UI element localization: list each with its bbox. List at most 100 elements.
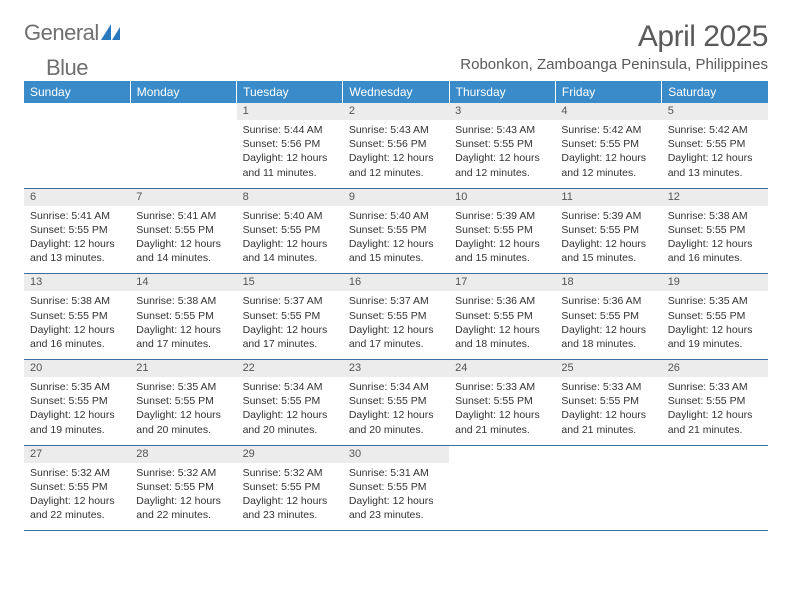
- day-number-cell: 26: [662, 360, 768, 378]
- day-info-cell: Sunrise: 5:37 AMSunset: 5:55 PMDaylight:…: [237, 291, 343, 359]
- day-info: Sunrise: 5:43 AMSunset: 5:55 PMDaylight:…: [449, 120, 555, 188]
- day-info-cell: Sunrise: 5:35 AMSunset: 5:55 PMDaylight:…: [24, 377, 130, 445]
- page-title: April 2025: [638, 20, 768, 54]
- day-info: Sunrise: 5:31 AMSunset: 5:55 PMDaylight:…: [343, 463, 449, 531]
- day-number-cell: 23: [343, 360, 449, 378]
- week-daynum-row: 13141516171819: [24, 274, 768, 292]
- day-number: 9: [343, 189, 449, 206]
- day-number-cell: 6: [24, 188, 130, 206]
- week-daynum-row: 27282930: [24, 445, 768, 463]
- day-number: [24, 103, 130, 120]
- day-number: 15: [237, 274, 343, 291]
- day-info: Sunrise: 5:42 AMSunset: 5:55 PMDaylight:…: [662, 120, 768, 188]
- day-info: Sunrise: 5:41 AMSunset: 5:55 PMDaylight:…: [24, 206, 130, 274]
- day-info-cell: Sunrise: 5:33 AMSunset: 5:55 PMDaylight:…: [449, 377, 555, 445]
- day-info-cell: Sunrise: 5:44 AMSunset: 5:56 PMDaylight:…: [237, 120, 343, 188]
- day-info-cell: Sunrise: 5:39 AMSunset: 5:55 PMDaylight:…: [449, 206, 555, 274]
- week-info-row: Sunrise: 5:44 AMSunset: 5:56 PMDaylight:…: [24, 120, 768, 188]
- weekday-header: Saturday: [662, 81, 768, 103]
- day-number-cell: 8: [237, 188, 343, 206]
- day-number: 3: [449, 103, 555, 120]
- day-info-cell: Sunrise: 5:32 AMSunset: 5:55 PMDaylight:…: [24, 463, 130, 531]
- day-number: 21: [130, 360, 236, 377]
- day-info: Sunrise: 5:33 AMSunset: 5:55 PMDaylight:…: [662, 377, 768, 445]
- location-subtitle: Robonkon, Zamboanga Peninsula, Philippin…: [460, 56, 768, 73]
- day-info-cell: [130, 120, 236, 188]
- week-info-row: Sunrise: 5:38 AMSunset: 5:55 PMDaylight:…: [24, 291, 768, 359]
- day-info: Sunrise: 5:39 AMSunset: 5:55 PMDaylight:…: [449, 206, 555, 274]
- day-number-cell: 1: [237, 103, 343, 120]
- day-number-cell: 24: [449, 360, 555, 378]
- brand-logo: General: [24, 20, 121, 46]
- day-number-cell: [662, 445, 768, 463]
- day-number-cell: 28: [130, 445, 236, 463]
- day-number-cell: 27: [24, 445, 130, 463]
- day-number: 28: [130, 446, 236, 463]
- day-number: 13: [24, 274, 130, 291]
- weekday-header: Monday: [130, 81, 236, 103]
- weekday-header: Wednesday: [343, 81, 449, 103]
- day-info-cell: Sunrise: 5:43 AMSunset: 5:56 PMDaylight:…: [343, 120, 449, 188]
- day-info-cell: Sunrise: 5:35 AMSunset: 5:55 PMDaylight:…: [662, 291, 768, 359]
- week-info-row: Sunrise: 5:35 AMSunset: 5:55 PMDaylight:…: [24, 377, 768, 445]
- day-number: [449, 446, 555, 463]
- day-info: [662, 463, 768, 527]
- week-info-row: Sunrise: 5:32 AMSunset: 5:55 PMDaylight:…: [24, 463, 768, 531]
- day-info-cell: Sunrise: 5:41 AMSunset: 5:55 PMDaylight:…: [24, 206, 130, 274]
- day-info-cell: [662, 463, 768, 531]
- day-info: Sunrise: 5:36 AMSunset: 5:55 PMDaylight:…: [555, 291, 661, 359]
- day-info: Sunrise: 5:34 AMSunset: 5:55 PMDaylight:…: [237, 377, 343, 445]
- day-number-cell: 3: [449, 103, 555, 120]
- day-number-cell: 21: [130, 360, 236, 378]
- calendar-table: SundayMondayTuesdayWednesdayThursdayFrid…: [24, 81, 768, 531]
- day-info: Sunrise: 5:37 AMSunset: 5:55 PMDaylight:…: [343, 291, 449, 359]
- day-info-cell: [555, 463, 661, 531]
- day-info-cell: Sunrise: 5:37 AMSunset: 5:55 PMDaylight:…: [343, 291, 449, 359]
- day-number-cell: 29: [237, 445, 343, 463]
- day-info: Sunrise: 5:39 AMSunset: 5:55 PMDaylight:…: [555, 206, 661, 274]
- day-info: Sunrise: 5:44 AMSunset: 5:56 PMDaylight:…: [237, 120, 343, 188]
- day-info-cell: Sunrise: 5:36 AMSunset: 5:55 PMDaylight:…: [555, 291, 661, 359]
- day-info: [449, 463, 555, 527]
- day-number: 26: [662, 360, 768, 377]
- day-info-cell: Sunrise: 5:38 AMSunset: 5:55 PMDaylight:…: [662, 206, 768, 274]
- day-number-cell: 15: [237, 274, 343, 292]
- day-number-cell: 18: [555, 274, 661, 292]
- day-info: Sunrise: 5:32 AMSunset: 5:55 PMDaylight:…: [237, 463, 343, 531]
- day-info-cell: Sunrise: 5:38 AMSunset: 5:55 PMDaylight:…: [130, 291, 236, 359]
- day-number: 29: [237, 446, 343, 463]
- day-number: [662, 446, 768, 463]
- day-number-cell: 4: [555, 103, 661, 120]
- day-info: Sunrise: 5:38 AMSunset: 5:55 PMDaylight:…: [662, 206, 768, 274]
- calendar-page: General April 2025 Blue Robonkon, Zamboa…: [0, 0, 792, 551]
- day-info: Sunrise: 5:37 AMSunset: 5:55 PMDaylight:…: [237, 291, 343, 359]
- week-daynum-row: 6789101112: [24, 188, 768, 206]
- day-number-cell: 25: [555, 360, 661, 378]
- day-number: 23: [343, 360, 449, 377]
- day-info: Sunrise: 5:40 AMSunset: 5:55 PMDaylight:…: [343, 206, 449, 274]
- day-number: 2: [343, 103, 449, 120]
- day-info-cell: Sunrise: 5:36 AMSunset: 5:55 PMDaylight:…: [449, 291, 555, 359]
- day-info: Sunrise: 5:33 AMSunset: 5:55 PMDaylight:…: [555, 377, 661, 445]
- day-number: 27: [24, 446, 130, 463]
- day-info-cell: Sunrise: 5:34 AMSunset: 5:55 PMDaylight:…: [343, 377, 449, 445]
- day-info: [555, 463, 661, 527]
- day-number-cell: 11: [555, 188, 661, 206]
- day-info-cell: Sunrise: 5:40 AMSunset: 5:55 PMDaylight:…: [343, 206, 449, 274]
- day-number: 11: [555, 189, 661, 206]
- day-info: Sunrise: 5:42 AMSunset: 5:55 PMDaylight:…: [555, 120, 661, 188]
- brand-blue: Blue: [46, 55, 88, 81]
- day-number: [130, 103, 236, 120]
- day-info-cell: [24, 120, 130, 188]
- day-info-cell: Sunrise: 5:31 AMSunset: 5:55 PMDaylight:…: [343, 463, 449, 531]
- day-info: Sunrise: 5:40 AMSunset: 5:55 PMDaylight:…: [237, 206, 343, 274]
- day-number: 25: [555, 360, 661, 377]
- weekday-header: Thursday: [449, 81, 555, 103]
- calendar-thead: SundayMondayTuesdayWednesdayThursdayFrid…: [24, 81, 768, 103]
- week-info-row: Sunrise: 5:41 AMSunset: 5:55 PMDaylight:…: [24, 206, 768, 274]
- day-number-cell: 12: [662, 188, 768, 206]
- day-number: 16: [343, 274, 449, 291]
- day-number-cell: 2: [343, 103, 449, 120]
- day-info: [24, 120, 130, 184]
- sail-icon: [101, 20, 121, 45]
